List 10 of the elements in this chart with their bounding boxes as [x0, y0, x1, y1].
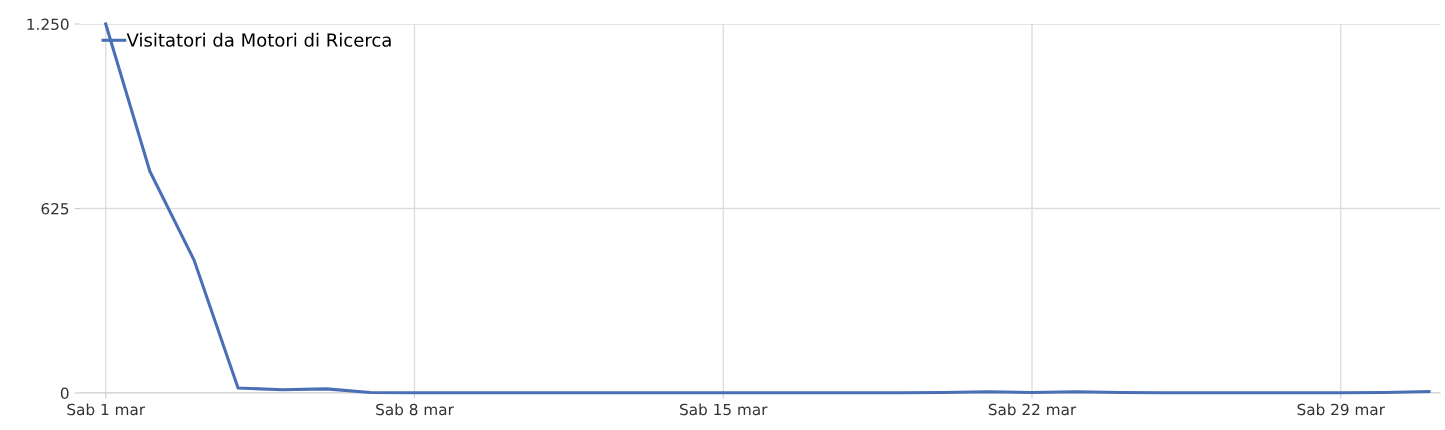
legend-label: Visitatori da Motori di Ricerca	[126, 32, 391, 47]
y-tick-label: 625	[41, 202, 69, 215]
y-tick-label: 0	[60, 387, 69, 400]
y-tick-label: 1.250	[27, 18, 69, 31]
x-tick-label: Sab 1 mar	[67, 403, 146, 416]
x-tick-label: Sab 8 mar	[376, 403, 454, 416]
line-series	[104, 22, 1431, 395]
x-tick-label: Sab 29 mar	[1297, 403, 1385, 416]
x-tick-label: Sab 15 mar	[680, 403, 768, 416]
x-tick-label: Sab 22 mar	[988, 403, 1077, 416]
